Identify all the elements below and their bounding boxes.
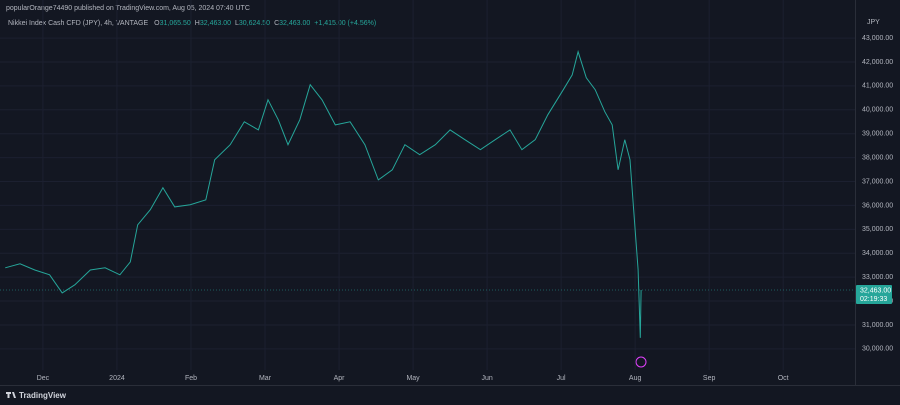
y-tick-label: 42,000.00 <box>862 59 893 66</box>
ohlc-key: C <box>274 20 279 27</box>
x-tick-label: 2024 <box>109 375 125 382</box>
x-tick-label: Oct <box>778 375 789 382</box>
y-tick-label: 40,000.00 <box>862 107 893 114</box>
y-tick-label: 35,000.00 <box>862 226 893 233</box>
x-tick-label: Dec <box>37 375 50 382</box>
ohlc-key: H <box>195 20 200 27</box>
attribution: popularOrange74490 published on TradingV… <box>6 5 250 12</box>
x-tick-label: Sep <box>703 375 716 382</box>
event-icon[interactable] <box>635 356 647 368</box>
y-tick-label: 33,000.00 <box>862 274 893 281</box>
price-label: 32,463.00 <box>860 287 891 294</box>
y-tick-label: 36,000.00 <box>862 202 893 209</box>
x-tick-label: Jun <box>481 375 492 382</box>
ohlc-value: 31,065.50 <box>160 20 191 27</box>
y-tick-label: 43,000.00 <box>862 35 893 42</box>
ohlc-key: L <box>235 20 239 27</box>
countdown: 02:19:33 <box>860 296 887 303</box>
x-tick-label: May <box>406 375 420 382</box>
change: +1,415.00 (+4.56%) <box>314 20 376 27</box>
y-tick-label: 31,000.00 <box>862 322 893 329</box>
x-tick-label: Mar <box>259 375 272 382</box>
brand: TradingView <box>19 391 67 400</box>
price-label-box <box>856 284 892 304</box>
brand-logo <box>6 392 16 398</box>
ohlc-value: 32,463.00 <box>279 20 310 27</box>
x-tick-label: Jul <box>557 375 566 382</box>
y-tick-label: 38,000.00 <box>862 154 893 161</box>
ohlc-value: 32,463.00 <box>200 20 231 27</box>
y-tick-label: 41,000.00 <box>862 83 893 90</box>
x-tick-label: Aug <box>629 375 642 382</box>
symbol: Nikkei Index Cash CFD (JPY), 4h, VANTAGE <box>8 20 148 27</box>
y-tick-label: 34,000.00 <box>862 250 893 257</box>
y-tick-label: 39,000.00 <box>862 131 893 138</box>
y-tick-label: 30,000.00 <box>862 346 893 353</box>
x-tick-label: Feb <box>185 375 197 382</box>
ohlc-value: 30,624.50 <box>239 20 270 27</box>
symbol-legend: Nikkei Index Cash CFD (JPY), 4h, VANTAGE… <box>8 20 376 27</box>
x-tick-label: Apr <box>334 375 346 382</box>
price-line <box>5 49 642 338</box>
currency: JPY <box>867 19 880 26</box>
ohlc-key: O <box>154 20 160 27</box>
y-tick-label: 37,000.00 <box>862 178 893 185</box>
